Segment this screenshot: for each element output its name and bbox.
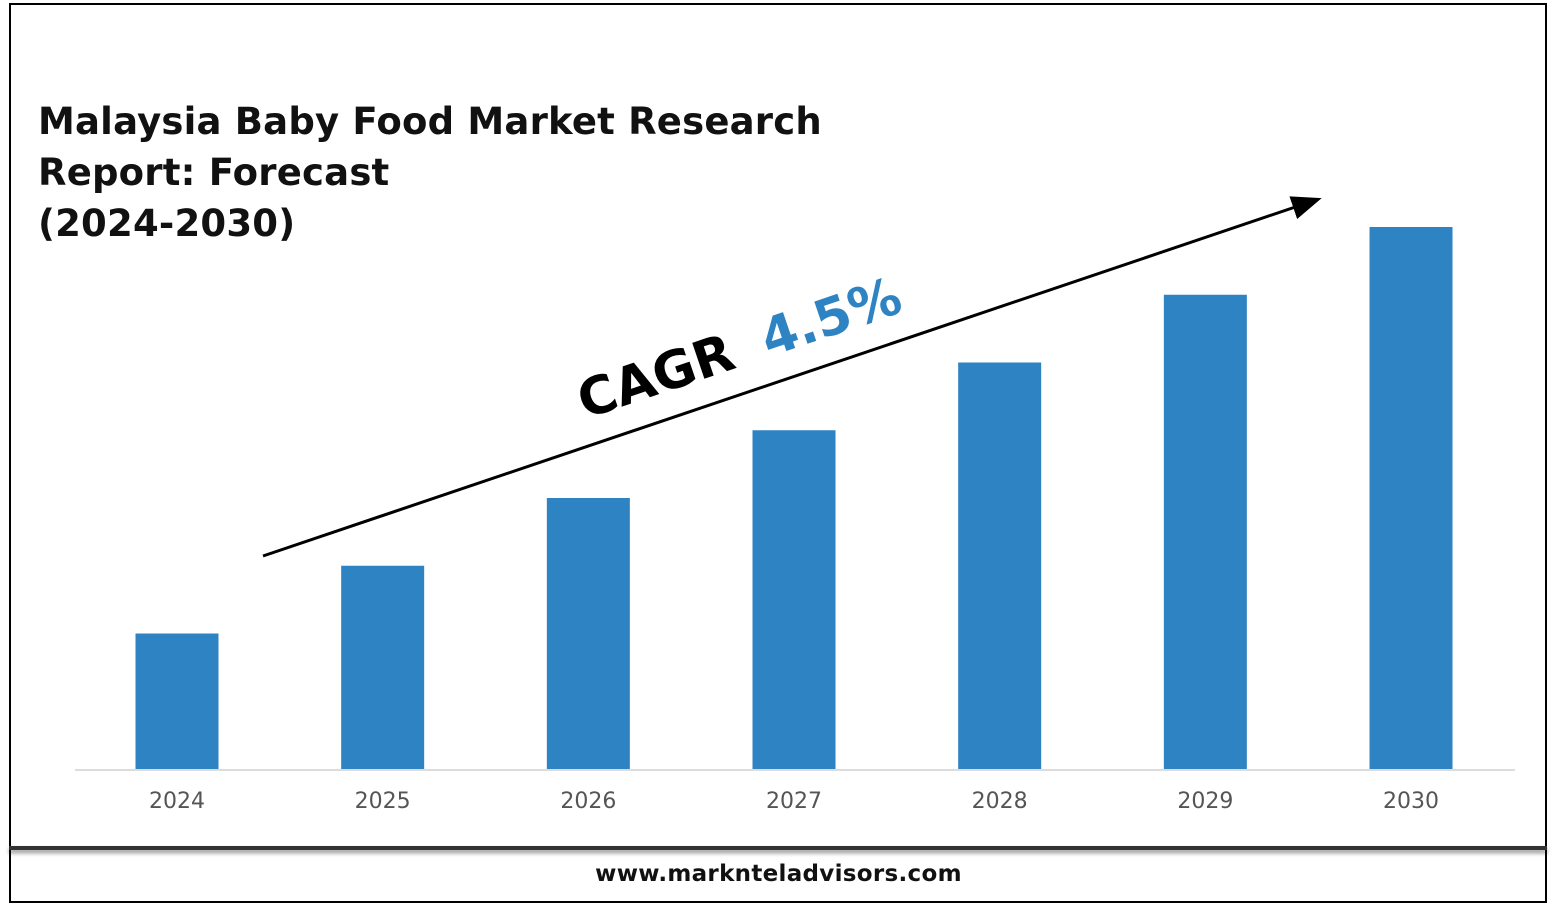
bar-2027 bbox=[752, 430, 836, 769]
title-line-2: Report: Forecast bbox=[38, 151, 390, 194]
bar-2025 bbox=[341, 565, 425, 769]
footer-url: www.marknteladvisors.com bbox=[595, 861, 962, 887]
footer-divider bbox=[9, 846, 1547, 850]
cagr-label: CAGR bbox=[570, 323, 742, 431]
x-tick-2030: 2030 bbox=[1383, 789, 1439, 814]
x-tick-labels: 2024 2025 2026 2027 2028 2029 2030 bbox=[149, 789, 1439, 814]
cagr-value: 4.5% bbox=[753, 266, 909, 369]
bar-2026 bbox=[546, 498, 630, 769]
bars-group bbox=[135, 227, 1453, 769]
x-tick-2024: 2024 bbox=[149, 789, 205, 814]
cagr-annotation: CAGR 4.5% bbox=[570, 266, 909, 431]
x-tick-2029: 2029 bbox=[1177, 789, 1233, 814]
bar-2028 bbox=[958, 362, 1042, 769]
chart-title: Malaysia Baby Food Market Research Repor… bbox=[38, 96, 822, 249]
x-tick-2025: 2025 bbox=[355, 789, 411, 814]
bar-2030 bbox=[1369, 227, 1453, 769]
title-line-3: (2024-2030) bbox=[38, 202, 296, 245]
x-tick-2028: 2028 bbox=[972, 789, 1028, 814]
x-tick-2027: 2027 bbox=[766, 789, 822, 814]
title-line-1: Malaysia Baby Food Market Research bbox=[38, 100, 822, 143]
x-tick-2026: 2026 bbox=[560, 789, 616, 814]
bar-2024 bbox=[135, 633, 219, 769]
trend-arrow bbox=[262, 196, 1322, 558]
bar-2029 bbox=[1163, 294, 1247, 769]
